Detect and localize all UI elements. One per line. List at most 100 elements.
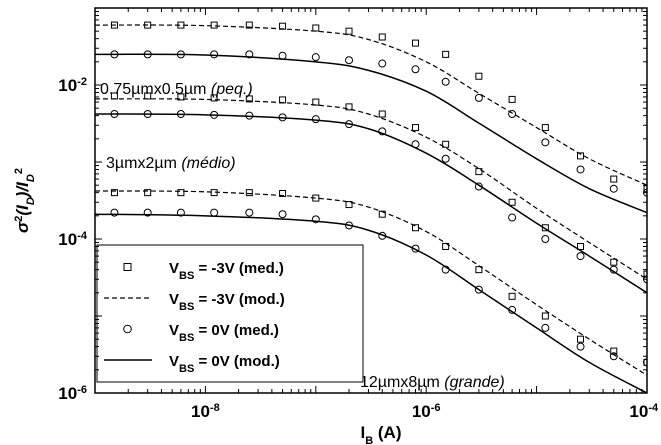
square-marker-medium-1	[144, 92, 152, 100]
square-marker-large-3	[210, 189, 218, 197]
axes: 10-8 10-6 10-4 10-6 10-4 10-2	[58, 7, 659, 421]
legend-label: VBS = 0V (med.)	[169, 322, 279, 344]
circle-marker-large-14	[576, 342, 585, 351]
circle-marker-medium-7	[345, 120, 354, 129]
circle-marker-medium-1	[143, 110, 152, 119]
square-marker-small-8	[378, 33, 386, 41]
circle-marker-small-12	[508, 110, 517, 119]
square-marker-small-7	[345, 27, 353, 35]
square-marker-large-12	[508, 292, 516, 300]
x-tick-label: 10-6	[412, 402, 441, 421]
circle-marker-large-3	[210, 208, 219, 217]
square-marker-large-4	[245, 189, 253, 197]
square-marker-large-10	[442, 242, 450, 250]
circle-marker-medium-4	[245, 111, 254, 120]
square-marker-small-10	[442, 50, 450, 58]
square-marker-small-0	[110, 21, 118, 29]
square-marker-small-15	[610, 175, 618, 183]
square-marker-large-5	[279, 189, 287, 197]
circle-marker-medium-13	[541, 235, 550, 243]
circle-marker-large-12	[508, 305, 517, 314]
series-line-medium-dashed	[95, 98, 647, 280]
legend-entry-0: VBS = -3V (med.)	[123, 260, 284, 282]
circle-marker-medium-5	[278, 113, 287, 122]
square-marker-medium-4	[245, 95, 253, 103]
series-line-small-solid	[95, 53, 647, 214]
square-marker-small-4	[245, 21, 253, 29]
circle-marker-small-8	[378, 59, 387, 68]
circle-marker-large-11	[474, 285, 483, 294]
square-marker-large-14	[577, 335, 585, 343]
circle-marker-small-7	[345, 56, 354, 65]
y-tick-label: 10-6	[58, 384, 87, 403]
circle-marker-medium-6	[311, 115, 320, 124]
legend-box	[96, 244, 364, 383]
circle-marker-medium-0	[110, 110, 119, 119]
circle-marker-medium-8	[378, 127, 387, 136]
square-marker-medium-11	[475, 168, 483, 176]
square-marker-small-1	[144, 21, 152, 29]
square-marker-medium-9	[412, 124, 419, 132]
circle-marker-large-8	[378, 231, 387, 240]
circle-marker-small-6	[311, 53, 320, 62]
square-marker-small-11	[475, 72, 483, 80]
circle-marker-medium-3	[210, 110, 219, 119]
series-line-small-dashed	[95, 24, 647, 186]
square-marker-medium-5	[279, 96, 287, 104]
square-marker-large-9	[412, 224, 419, 232]
circle-marker-large-13	[541, 323, 550, 332]
square-marker-small-12	[508, 95, 516, 103]
y-tick-label: 10-2	[58, 76, 87, 95]
plot-frame	[94, 7, 648, 394]
circle-marker-medium-11	[474, 182, 483, 191]
square-marker-small-3	[210, 21, 218, 29]
legend-circle-icon	[123, 324, 132, 334]
circle-marker-medium-14	[576, 252, 585, 261]
square-marker-large-2	[177, 189, 185, 197]
circle-marker-large-2	[176, 208, 185, 217]
square-marker-medium-8	[378, 110, 386, 118]
square-marker-medium-14	[577, 242, 585, 250]
square-marker-medium-6	[312, 98, 320, 106]
circle-marker-medium-15	[609, 265, 618, 274]
legend-label: VBS = -3V (mod.)	[169, 291, 285, 313]
x-tick-label: 10-8	[191, 402, 220, 421]
legend-entry-3: VBS = 0V (mod.)	[104, 353, 280, 375]
size-annotations: 0.75µmx0.5µm (peq.) 3µmx2µm (médio) 12µmx8…	[100, 81, 505, 391]
square-marker-medium-10	[442, 140, 450, 148]
annotation-small: 0.75µmx0.5µm (peq.)	[100, 81, 253, 98]
y-tick-label: 10-4	[58, 230, 88, 249]
square-marker-medium-0	[110, 92, 118, 100]
annotation-large: 12µmx8µm (grande)	[360, 374, 505, 391]
circle-marker-small-9	[411, 65, 420, 74]
square-marker-large-11	[475, 266, 483, 274]
x-tick-label: 10-4	[629, 402, 659, 421]
square-marker-small-5	[279, 22, 287, 30]
circle-marker-small-3	[210, 50, 219, 59]
legend: VBS = -3V (med.) VBS = -3V (mod.) VBS = 0V…	[96, 244, 364, 383]
square-marker-medium-2	[177, 93, 185, 101]
square-marker-small-16	[643, 185, 647, 193]
square-marker-small-9	[412, 39, 419, 47]
series-markers	[110, 21, 647, 367]
square-marker-medium-13	[541, 224, 549, 232]
square-marker-large-6	[312, 194, 320, 202]
circle-marker-small-5	[278, 51, 287, 60]
circle-marker-small-14	[576, 165, 585, 174]
circle-marker-small-15	[609, 184, 618, 193]
legend-entry-2: VBS = 0V (med.)	[123, 322, 279, 344]
square-marker-small-2	[177, 21, 185, 29]
y-axis-label: σ2(ID)/ID2	[13, 168, 37, 233]
circle-marker-large-7	[345, 221, 354, 230]
circle-marker-small-1	[143, 50, 152, 59]
circle-marker-small-0	[110, 50, 119, 59]
legend-entry-1: VBS = -3V (mod.)	[104, 291, 285, 313]
square-marker-small-14	[577, 152, 585, 160]
circle-marker-medium-12	[508, 213, 517, 222]
square-marker-large-0	[110, 189, 118, 197]
circle-marker-large-1	[143, 208, 152, 217]
x-axis-label: IB (A)	[360, 423, 401, 445]
circle-marker-small-4	[245, 50, 254, 59]
